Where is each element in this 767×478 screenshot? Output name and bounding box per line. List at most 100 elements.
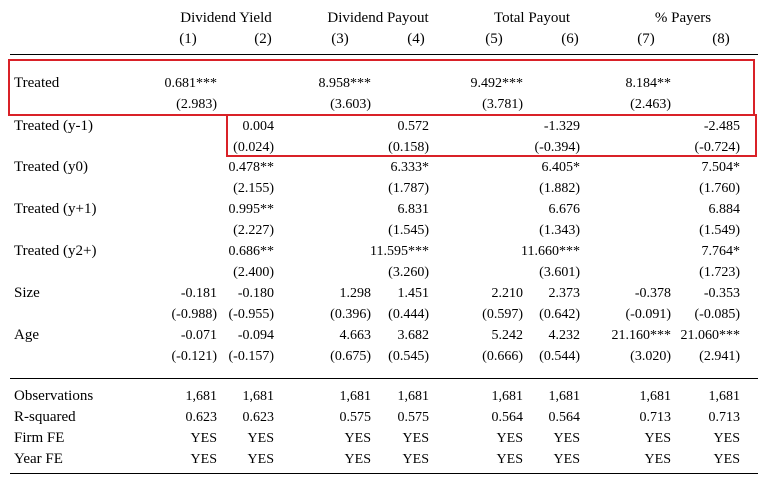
coef-cell: 6.333* bbox=[390, 160, 430, 175]
stat-cell: 0.564 bbox=[491, 410, 524, 425]
coef-cell: -0.181 bbox=[180, 286, 217, 301]
stat-cell: 1,681 bbox=[639, 389, 672, 404]
se-cell: (0.444) bbox=[388, 307, 429, 322]
se-cell: (0.642) bbox=[539, 307, 580, 322]
coef-cell: -0.378 bbox=[634, 286, 671, 301]
stat-cell: 1,681 bbox=[242, 389, 275, 404]
coef-cell: 0.686** bbox=[228, 244, 275, 259]
coef-cell: 6.676 bbox=[548, 202, 581, 217]
column-group-header: Dividend Yield bbox=[180, 10, 272, 26]
stat-cell: YES bbox=[344, 452, 371, 467]
stat-cell: YES bbox=[496, 431, 523, 446]
column-group-header: % Payers bbox=[654, 10, 712, 26]
stat-label: Firm FE bbox=[14, 430, 65, 446]
stat-cell: 1,681 bbox=[708, 389, 741, 404]
column-number: (7) bbox=[637, 31, 655, 47]
se-cell: (0.545) bbox=[388, 349, 429, 364]
se-cell: (0.396) bbox=[330, 307, 371, 322]
se-cell: (0.024) bbox=[233, 140, 274, 155]
stat-cell: 0.575 bbox=[339, 410, 372, 425]
stat-cell: YES bbox=[713, 431, 740, 446]
se-cell: (-0.955) bbox=[228, 307, 275, 322]
coef-cell: -1.329 bbox=[543, 119, 580, 134]
coef-cell: 6.884 bbox=[708, 202, 741, 217]
se-cell: (-0.085) bbox=[694, 307, 741, 322]
coef-cell: 0.004 bbox=[242, 119, 275, 134]
stats-rule bbox=[10, 378, 758, 379]
coef-cell: 8.184** bbox=[625, 76, 672, 91]
coef-cell: 11.660*** bbox=[521, 244, 580, 259]
se-cell: (0.158) bbox=[388, 140, 429, 155]
column-group-header: Dividend Payout bbox=[327, 10, 429, 26]
se-cell: (3.781) bbox=[482, 97, 523, 112]
column-number: (5) bbox=[485, 31, 503, 47]
se-cell: (1.787) bbox=[388, 181, 429, 196]
stat-cell: YES bbox=[644, 431, 671, 446]
coef-cell: 3.682 bbox=[397, 328, 430, 343]
coef-cell: 0.995** bbox=[228, 202, 275, 217]
column-number: (3) bbox=[331, 31, 349, 47]
row-label: Treated (y+1) bbox=[14, 201, 97, 217]
se-cell: (1.723) bbox=[699, 265, 740, 280]
coef-cell: 6.405* bbox=[541, 160, 581, 175]
se-cell: (0.666) bbox=[482, 349, 523, 364]
coef-cell: 1.298 bbox=[339, 286, 372, 301]
se-cell: (3.260) bbox=[388, 265, 429, 280]
stat-label: R-squared bbox=[14, 409, 76, 425]
coef-cell: 21.060*** bbox=[680, 328, 741, 343]
stat-cell: 1,681 bbox=[548, 389, 581, 404]
coef-cell: -0.353 bbox=[703, 286, 740, 301]
coef-cell: 7.764* bbox=[701, 244, 741, 259]
stat-cell: 1,681 bbox=[491, 389, 524, 404]
coef-cell: 5.242 bbox=[491, 328, 524, 343]
coef-cell: -0.071 bbox=[180, 328, 217, 343]
bottom-rule bbox=[10, 473, 758, 474]
se-cell: (2.941) bbox=[699, 349, 740, 364]
stat-cell: YES bbox=[190, 452, 217, 467]
stat-cell: YES bbox=[553, 431, 580, 446]
highlight-box-treated bbox=[8, 59, 755, 116]
se-cell: (1.549) bbox=[699, 223, 740, 238]
stat-cell: 1,681 bbox=[185, 389, 218, 404]
row-label: Treated (y0) bbox=[14, 159, 89, 175]
coef-cell: 2.373 bbox=[548, 286, 581, 301]
coef-cell: 21.160*** bbox=[611, 328, 672, 343]
row-label: Size bbox=[14, 285, 40, 301]
column-number: (6) bbox=[561, 31, 579, 47]
stat-cell: YES bbox=[247, 431, 274, 446]
row-label: Age bbox=[14, 327, 39, 343]
stat-label: Year FE bbox=[14, 451, 63, 467]
se-cell: (-0.988) bbox=[171, 307, 218, 322]
coef-cell: 4.232 bbox=[548, 328, 581, 343]
se-cell: (-0.394) bbox=[534, 140, 581, 155]
coef-cell: -2.485 bbox=[703, 119, 740, 134]
column-number: (1) bbox=[179, 31, 197, 47]
coef-cell: 0.572 bbox=[397, 119, 430, 134]
se-cell: (1.343) bbox=[539, 223, 580, 238]
coef-cell: -0.094 bbox=[237, 328, 274, 343]
stat-cell: 0.575 bbox=[397, 410, 430, 425]
se-cell: (0.597) bbox=[482, 307, 523, 322]
column-number: (4) bbox=[407, 31, 425, 47]
stat-cell: 1,681 bbox=[397, 389, 430, 404]
se-cell: (3.603) bbox=[330, 97, 371, 112]
se-cell: (-0.121) bbox=[171, 349, 218, 364]
stat-label: Observations bbox=[14, 388, 94, 404]
coef-cell: 0.478** bbox=[228, 160, 275, 175]
column-number: (2) bbox=[254, 31, 272, 47]
se-cell: (2.155) bbox=[233, 181, 274, 196]
coef-cell: 9.492*** bbox=[470, 76, 524, 91]
row-label: Treated (y2+) bbox=[14, 243, 97, 259]
stat-cell: YES bbox=[402, 431, 429, 446]
stat-cell: YES bbox=[344, 431, 371, 446]
coef-cell: 0.681*** bbox=[164, 76, 218, 91]
se-cell: (1.760) bbox=[699, 181, 740, 196]
se-cell: (2.463) bbox=[630, 97, 671, 112]
stat-cell: YES bbox=[644, 452, 671, 467]
stat-cell: YES bbox=[553, 452, 580, 467]
coef-cell: -0.180 bbox=[237, 286, 274, 301]
coef-cell: 1.451 bbox=[397, 286, 430, 301]
se-cell: (0.544) bbox=[539, 349, 580, 364]
row-label: Treated (y-1) bbox=[14, 118, 94, 134]
stat-cell: 0.623 bbox=[185, 410, 218, 425]
